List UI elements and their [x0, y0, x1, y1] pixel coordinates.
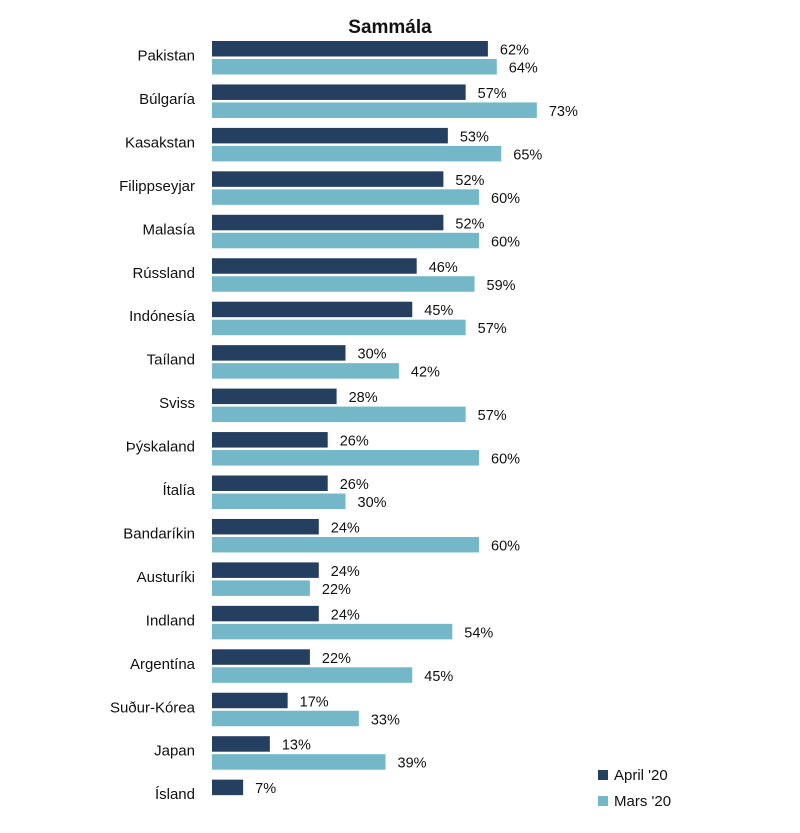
data-label-april-20-thyskaland: 26% [340, 434, 369, 450]
bar-april-20-island [212, 779, 244, 796]
data-label-april-20-austuriki: 24% [331, 564, 360, 580]
bar-mars-20-bulgaria [212, 102, 537, 118]
bar-april-20-bulgaria [212, 84, 466, 100]
data-label-mars-20-filippseyjar: 60% [491, 191, 520, 207]
bar-mars-20-japan [212, 754, 386, 770]
bar-april-20-malasia [212, 214, 444, 231]
bar-mars-20-filippseyjar [212, 189, 479, 205]
legend-label-mars-20: Mars '20 [614, 793, 671, 810]
data-label-mars-20-pakistan: 64% [509, 61, 538, 77]
bar-april-20-argentina [212, 649, 310, 665]
bar-april-20-filippseyjar [212, 171, 444, 187]
data-label-april-20-island: 7% [255, 781, 276, 797]
data-label-april-20-indland: 24% [331, 607, 360, 623]
bar-mars-20-pakistan [212, 59, 497, 75]
data-label-april-20-italia: 26% [340, 477, 369, 493]
category-label-kasakstan: Kasakstan [125, 134, 195, 151]
bar-april-20-sviss [212, 388, 337, 405]
category-label-sviss: Sviss [159, 395, 195, 412]
bar-april-20-japan [212, 736, 270, 752]
data-label-mars-20-sudur-korea: 33% [371, 712, 400, 728]
data-label-april-20-japan: 13% [282, 738, 311, 754]
data-label-mars-20-indonesia: 57% [478, 321, 507, 337]
bar-april-20-russland [212, 258, 417, 274]
data-label-mars-20-italia: 30% [358, 495, 387, 511]
data-label-mars-20-bulgaria: 73% [549, 104, 578, 120]
category-label-italia: Ítalía [162, 482, 195, 499]
bar-april-20-kasakstan [212, 127, 448, 144]
bar-april-20-pakistan [212, 41, 488, 57]
bar-mars-20-italia [212, 493, 346, 509]
bar-april-20-tailand [212, 345, 346, 361]
data-label-april-20-sudur-korea: 17% [300, 694, 329, 710]
category-label-indonesia: Indónesía [129, 308, 196, 325]
data-label-mars-20-bandarikin: 60% [491, 538, 520, 554]
bar-april-20-indland [212, 605, 319, 622]
bar-mars-20-kasakstan [212, 145, 502, 162]
legend-swatch-april-20 [598, 770, 608, 780]
bar-mars-20-russland [212, 276, 475, 292]
data-label-april-20-indonesia: 45% [424, 303, 453, 319]
data-label-april-20-pakistan: 62% [500, 43, 529, 59]
data-label-april-20-argentina: 22% [322, 651, 351, 667]
data-label-april-20-sviss: 28% [349, 390, 378, 406]
category-label-bandarikin: Bandaríkin [123, 525, 195, 542]
bar-mars-20-thyskaland [212, 450, 479, 466]
bar-april-20-thyskaland [212, 432, 328, 448]
data-label-mars-20-thyskaland: 60% [491, 452, 520, 468]
legend: April '20 Mars '20 [598, 767, 671, 810]
bar-april-20-austuriki [212, 562, 319, 578]
category-label-island: Ísland [155, 786, 195, 803]
bar-mars-20-sviss [212, 406, 466, 423]
bar-mars-20-indonesia [212, 319, 466, 336]
data-label-april-20-malasia: 52% [455, 216, 484, 232]
category-label-thyskaland: Þýskaland [126, 439, 195, 456]
bar-mars-20-argentina [212, 667, 413, 683]
data-label-april-20-tailand: 30% [358, 347, 387, 363]
bars-layer: Pakistan 62% 64% Búlgaría 57% 73% Kasakstan 53%… [110, 41, 578, 803]
bar-mars-20-austuriki [212, 580, 310, 596]
data-label-april-20-bandarikin: 24% [331, 520, 360, 536]
data-label-mars-20-tailand: 42% [411, 365, 440, 381]
data-label-april-20-filippseyjar: 52% [455, 173, 484, 189]
bar-mars-20-tailand [212, 363, 399, 379]
category-label-filippseyjar: Filippseyjar [119, 178, 195, 195]
data-label-april-20-kasakstan: 53% [460, 129, 489, 145]
legend-swatch-mars-20 [598, 796, 608, 806]
bar-mars-20-sudur-korea [212, 710, 359, 727]
bar-april-20-indonesia [212, 301, 413, 318]
category-label-austuriki: Austuríki [137, 569, 195, 586]
bar-mars-20-indland [212, 623, 453, 640]
category-label-russland: Rússland [132, 265, 195, 282]
category-label-indland: Indland [146, 612, 195, 629]
data-label-mars-20-japan: 39% [398, 756, 427, 772]
data-label-mars-20-malasia: 60% [491, 234, 520, 250]
category-label-japan: Japan [154, 743, 195, 760]
bar-mars-20-malasia [212, 232, 479, 249]
data-label-mars-20-kasakstan: 65% [513, 147, 542, 163]
data-label-mars-20-austuriki: 22% [322, 582, 351, 598]
legend-label-april-20: April '20 [614, 767, 668, 784]
data-label-mars-20-indland: 54% [464, 625, 493, 641]
data-label-mars-20-russland: 59% [487, 278, 516, 294]
data-label-april-20-russland: 46% [429, 260, 458, 276]
bar-april-20-italia [212, 475, 328, 491]
data-label-mars-20-sviss: 57% [478, 408, 507, 424]
bar-april-20-sudur-korea [212, 692, 288, 709]
bar-april-20-bandarikin [212, 518, 319, 535]
data-label-april-20-bulgaria: 57% [478, 86, 507, 102]
data-label-mars-20-argentina: 45% [424, 669, 453, 685]
category-label-malasia: Malasía [142, 221, 195, 238]
category-label-bulgaria: Búlgaría [139, 91, 196, 108]
bar-mars-20-bandarikin [212, 536, 479, 553]
category-label-argentina: Argentína [130, 656, 196, 673]
chart-title: Sammála [348, 17, 432, 38]
category-label-sudur-korea: Suður-Kórea [110, 699, 196, 716]
category-label-pakistan: Pakistan [137, 48, 195, 65]
category-label-tailand: Taíland [147, 352, 195, 369]
